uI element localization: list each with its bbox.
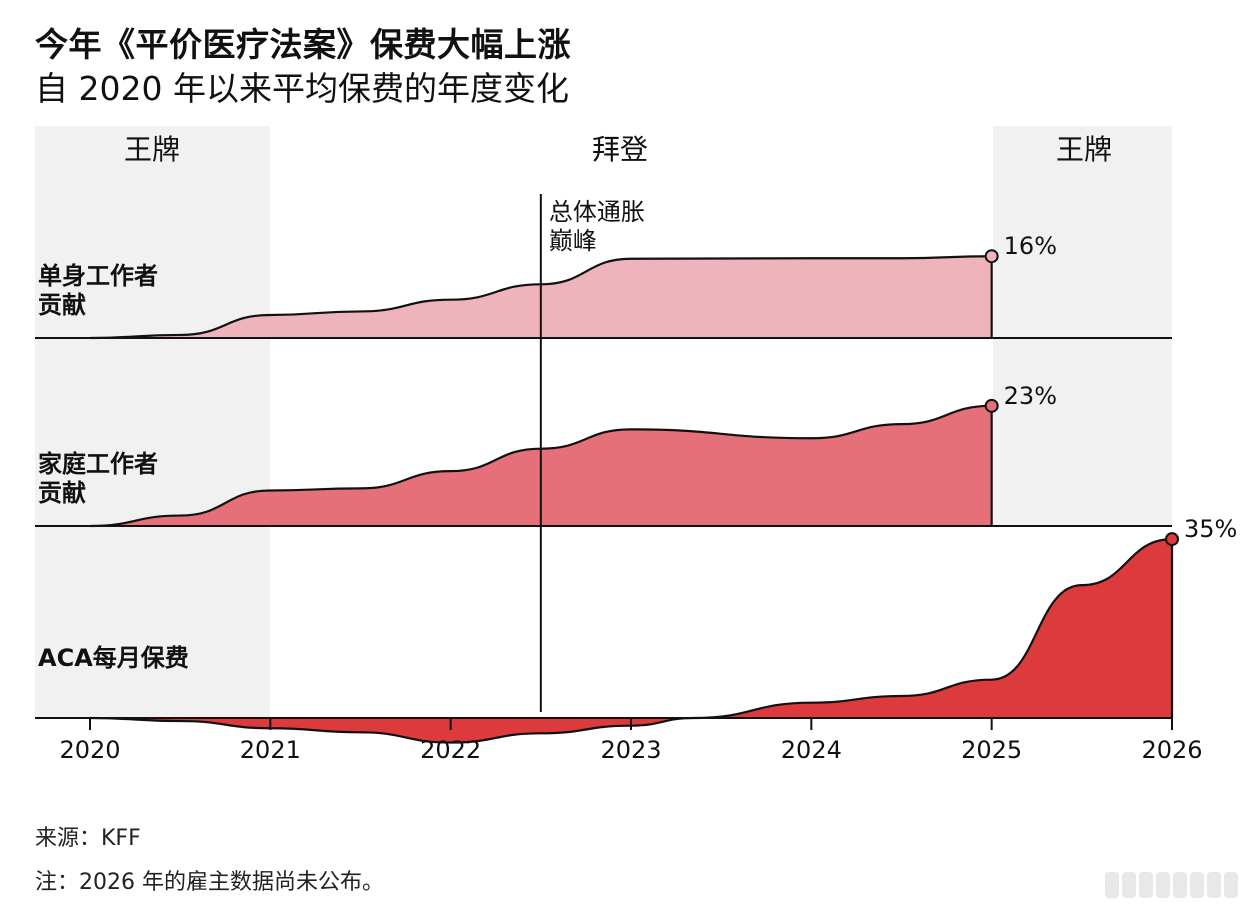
footnote: 注：2026 年的雇主数据尚未公布。 — [35, 864, 384, 896]
x-tick-label: 2026 — [1141, 736, 1202, 764]
x-tick-label: 2023 — [600, 736, 661, 764]
single-worker-contribution-label-line2: 贡献 — [38, 291, 86, 319]
inflation-peak-label-line2: 巅峰 — [549, 227, 597, 255]
era-label: 拜登 — [592, 133, 648, 166]
inflation-peak-label: 总体通胀 — [549, 198, 645, 226]
source-note: 来源：KFF — [35, 820, 141, 852]
aca-monthly-premium-end-marker — [1166, 533, 1178, 545]
x-tick-label: 2020 — [59, 736, 120, 764]
aca-monthly-premium-label: ACA每月保费 — [38, 644, 189, 672]
family-worker-contribution-end-label: 23% — [1004, 382, 1057, 410]
era-band-trump-2 — [993, 126, 1172, 527]
x-tick-label: 2021 — [240, 736, 301, 764]
x-tick-label: 2024 — [781, 736, 842, 764]
era-label: 王牌 — [1056, 133, 1112, 166]
single-worker-contribution-end-marker — [986, 250, 998, 262]
family-worker-contribution-end-marker — [986, 400, 998, 412]
watermark — [1105, 872, 1238, 898]
aca-monthly-premium-end-label: 35% — [1184, 515, 1237, 543]
x-tick-label: 2022 — [420, 736, 481, 764]
family-worker-contribution-label: 家庭工作者 — [38, 450, 158, 478]
single-worker-contribution-label: 单身工作者 — [38, 262, 158, 290]
single-worker-contribution-end-label: 16% — [1004, 232, 1057, 260]
x-tick-label: 2025 — [961, 736, 1022, 764]
area-chart: 王牌 拜登 王牌16%单身工作者贡献23%家庭工作者贡献35%ACA每月保费总体通胀… — [0, 0, 1252, 906]
family-worker-contribution-label-line2: 贡献 — [38, 479, 86, 507]
era-label: 王牌 — [124, 133, 180, 166]
era-band-trump-1 — [35, 126, 270, 718]
